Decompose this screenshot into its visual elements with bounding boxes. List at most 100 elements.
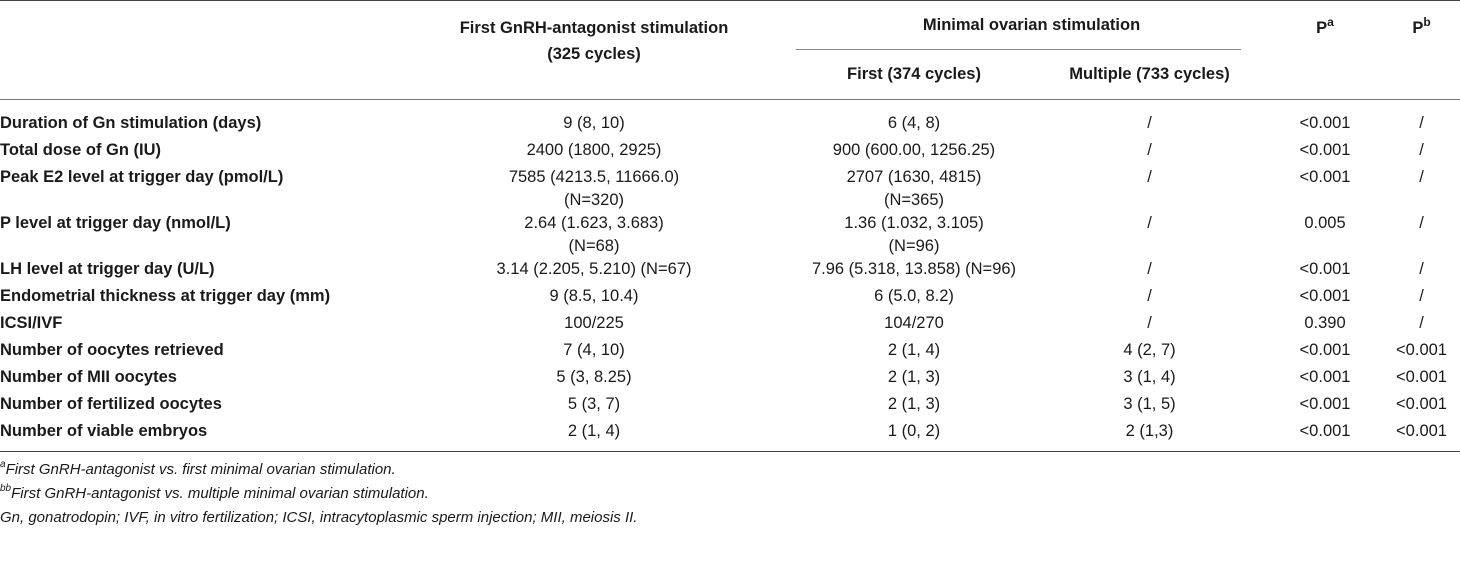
cell-first-gnrh-value: 3.14 (2.205, 5.210) (N=67) <box>496 260 692 278</box>
header-first-gnrh: First GnRH-antagonist stimulation (325 c… <box>392 0 796 100</box>
cell-min-first-value: 1 (0, 2) <box>887 422 941 440</box>
cell-pa-value: <0.001 <box>1299 168 1351 186</box>
cell-pb: / <box>1383 100 1460 140</box>
cell-pb-value: / <box>1419 314 1424 332</box>
cell-pb: <0.001 <box>1383 339 1460 366</box>
footnote-a-sup: a <box>0 459 6 470</box>
cell-min-multiple-value: 4 (2, 7) <box>1123 341 1176 359</box>
cell-pa: 0.390 <box>1267 312 1383 339</box>
cell-min-multiple: / <box>1032 139 1267 166</box>
cell-first-gnrh: 100/225 <box>392 312 796 339</box>
cell-pa-value: <0.001 <box>1299 260 1351 278</box>
table-header: First GnRH-antagonist stimulation (325 c… <box>0 0 1460 100</box>
cell-pa: <0.001 <box>1267 285 1383 312</box>
row-label: Endometrial thickness at trigger day (mm… <box>0 285 392 312</box>
cell-min-first-value: 7.96 (5.318, 13.858) (N=96) <box>811 260 1017 278</box>
cell-min-multiple-value: / <box>1147 168 1152 186</box>
cell-min-first-value: 2 (1, 4) <box>887 341 941 359</box>
cell-first-gnrh: 7 (4, 10) <box>392 339 796 366</box>
row-label-value: Duration of Gn stimulation (days) <box>0 114 262 132</box>
cell-first-gnrh: 2 (1, 4) <box>392 420 796 452</box>
cell-min-first: 2 (1, 4) <box>796 339 1032 366</box>
cell-min-first-value: 6 (5.0, 8.2) <box>874 287 954 305</box>
cell-pa-value: <0.001 <box>1299 114 1351 132</box>
footnote-b: bbFirst GnRH-antagonist vs. multiple min… <box>0 482 1460 506</box>
table-row: Number of fertilized oocytes 5 (3, 7) 2 (1… <box>0 393 1460 420</box>
table-row: ICSI/IVF 100/225 104/270 / 0.390 / <box>0 312 1460 339</box>
row-label: P level at trigger day (nmol/L) <box>0 212 392 258</box>
cell-pb-value: / <box>1419 141 1424 159</box>
header-first-gnrh-title: First GnRH-antagonist stimulation <box>459 19 729 37</box>
cell-min-multiple-value: / <box>1147 287 1152 305</box>
cell-min-multiple: / <box>1032 285 1267 312</box>
cell-min-multiple: 2 (1,3) <box>1032 420 1268 452</box>
cell-min-first: 104/270 <box>796 312 1032 339</box>
cell-first-gnrh-value: 2.64 (1.623, 3.683) <box>524 214 664 232</box>
cell-min-multiple: / <box>1032 100 1267 140</box>
cell-min-first: 2 (1, 3) <box>796 393 1032 420</box>
header-subgroup-rule <box>796 49 1242 50</box>
cell-min-first-value: 2707 (1630, 4815) <box>846 168 982 186</box>
header-pb-sup: b <box>1423 14 1431 29</box>
cell-first-gnrh: 5 (3, 8.25) <box>392 366 796 393</box>
cell-min-multiple-value: / <box>1147 314 1152 332</box>
header-label-cell <box>0 0 392 100</box>
row-label: Number of fertilized oocytes <box>0 393 392 420</box>
cell-pa: <0.001 <box>1267 258 1383 285</box>
row-label: Number of oocytes retrieved <box>0 339 392 366</box>
footnote-b-text: First GnRH-antagonist vs. multiple minim… <box>11 485 429 502</box>
cell-min-multiple: / <box>1032 312 1267 339</box>
cell-pb-value: / <box>1419 114 1424 132</box>
row-label-value: P level at trigger day (nmol/L) <box>0 214 231 232</box>
cell-pa: <0.001 <box>1267 366 1383 393</box>
cell-first-gnrh-n: (N=320) <box>563 191 625 209</box>
cell-min-multiple-value: / <box>1147 260 1152 278</box>
cell-first-gnrh-value: 5 (3, 7) <box>567 395 621 413</box>
results-table: First GnRH-antagonist stimulation (325 c… <box>0 0 1460 452</box>
cell-min-first: 1 (0, 2) <box>796 420 1032 452</box>
cell-pa-value: <0.001 <box>1299 287 1351 305</box>
cell-min-first-value: 900 (600.00, 1256.25) <box>832 141 996 159</box>
cell-pb: / <box>1383 258 1460 285</box>
cell-min-multiple-value: 3 (1, 5) <box>1123 395 1176 413</box>
cell-first-gnrh-value: 100/225 <box>564 314 624 332</box>
header-pa: Pa <box>1267 0 1384 100</box>
row-label: Number of MII oocytes <box>0 366 392 393</box>
row-label-value: Number of MII oocytes <box>0 368 177 386</box>
row-label: Peak E2 level at trigger day (pmol/L) <box>0 166 392 212</box>
table-row: Endometrial thickness at trigger day (mm… <box>0 285 1460 312</box>
cell-first-gnrh-value: 2400 (1800, 2925) <box>526 141 662 159</box>
cell-min-first-n: (N=96) <box>888 237 940 255</box>
cell-pb-value: / <box>1419 168 1424 186</box>
header-minimal-title: Minimal ovarian stimulation <box>922 16 1141 34</box>
cell-min-first: 7.96 (5.318, 13.858) (N=96) <box>796 258 1032 285</box>
cell-first-gnrh-value: 5 (3, 8.25) <box>556 368 632 386</box>
cell-pa-value: <0.001 <box>1299 368 1351 386</box>
cell-first-gnrh-value: 7585 (4213.5, 11666.0) <box>508 168 680 186</box>
row-label-value: Endometrial thickness at trigger day (mm… <box>0 287 331 305</box>
header-first-gnrh-cycles: (325 cycles) <box>547 45 641 63</box>
cell-pb-value: <0.001 <box>1396 422 1447 440</box>
row-label: ICSI/IVF <box>0 312 392 339</box>
cell-pa-value: <0.001 <box>1299 422 1351 440</box>
cell-min-first: 1.36 (1.032, 3.105) (N=96) <box>796 212 1032 258</box>
cell-pb-value: <0.001 <box>1396 395 1447 413</box>
cell-pa-value: 0.005 <box>1304 214 1346 232</box>
cell-min-first: 900 (600.00, 1256.25) <box>796 139 1032 166</box>
table-footnotes: aFirst GnRH-antagonist vs. first minimal… <box>0 458 1460 530</box>
cell-min-multiple-value: / <box>1147 114 1152 132</box>
cell-first-gnrh-n: (N=68) <box>568 237 620 255</box>
header-pa-letter: P <box>1316 19 1328 37</box>
cell-min-multiple: 4 (2, 7) <box>1032 339 1267 366</box>
row-label-value: ICSI/IVF <box>0 314 63 332</box>
table-row: Total dose of Gn (IU) 2400 (1800, 2925) 90… <box>0 139 1460 166</box>
cell-pb: / <box>1383 139 1460 166</box>
table-row: Duration of Gn stimulation (days) 9 (8, 1… <box>0 100 1460 140</box>
cell-pa: <0.001 <box>1267 393 1383 420</box>
row-label-value: Number of viable embryos <box>0 422 208 440</box>
cell-first-gnrh-value: 9 (8.5, 10.4) <box>549 287 639 305</box>
cell-first-gnrh: 5 (3, 7) <box>392 393 796 420</box>
row-label: Number of viable embryos <box>0 420 392 452</box>
table-row: LH level at trigger day (U/L) 3.14 (2.205… <box>0 258 1460 285</box>
row-label: LH level at trigger day (U/L) <box>0 258 392 285</box>
